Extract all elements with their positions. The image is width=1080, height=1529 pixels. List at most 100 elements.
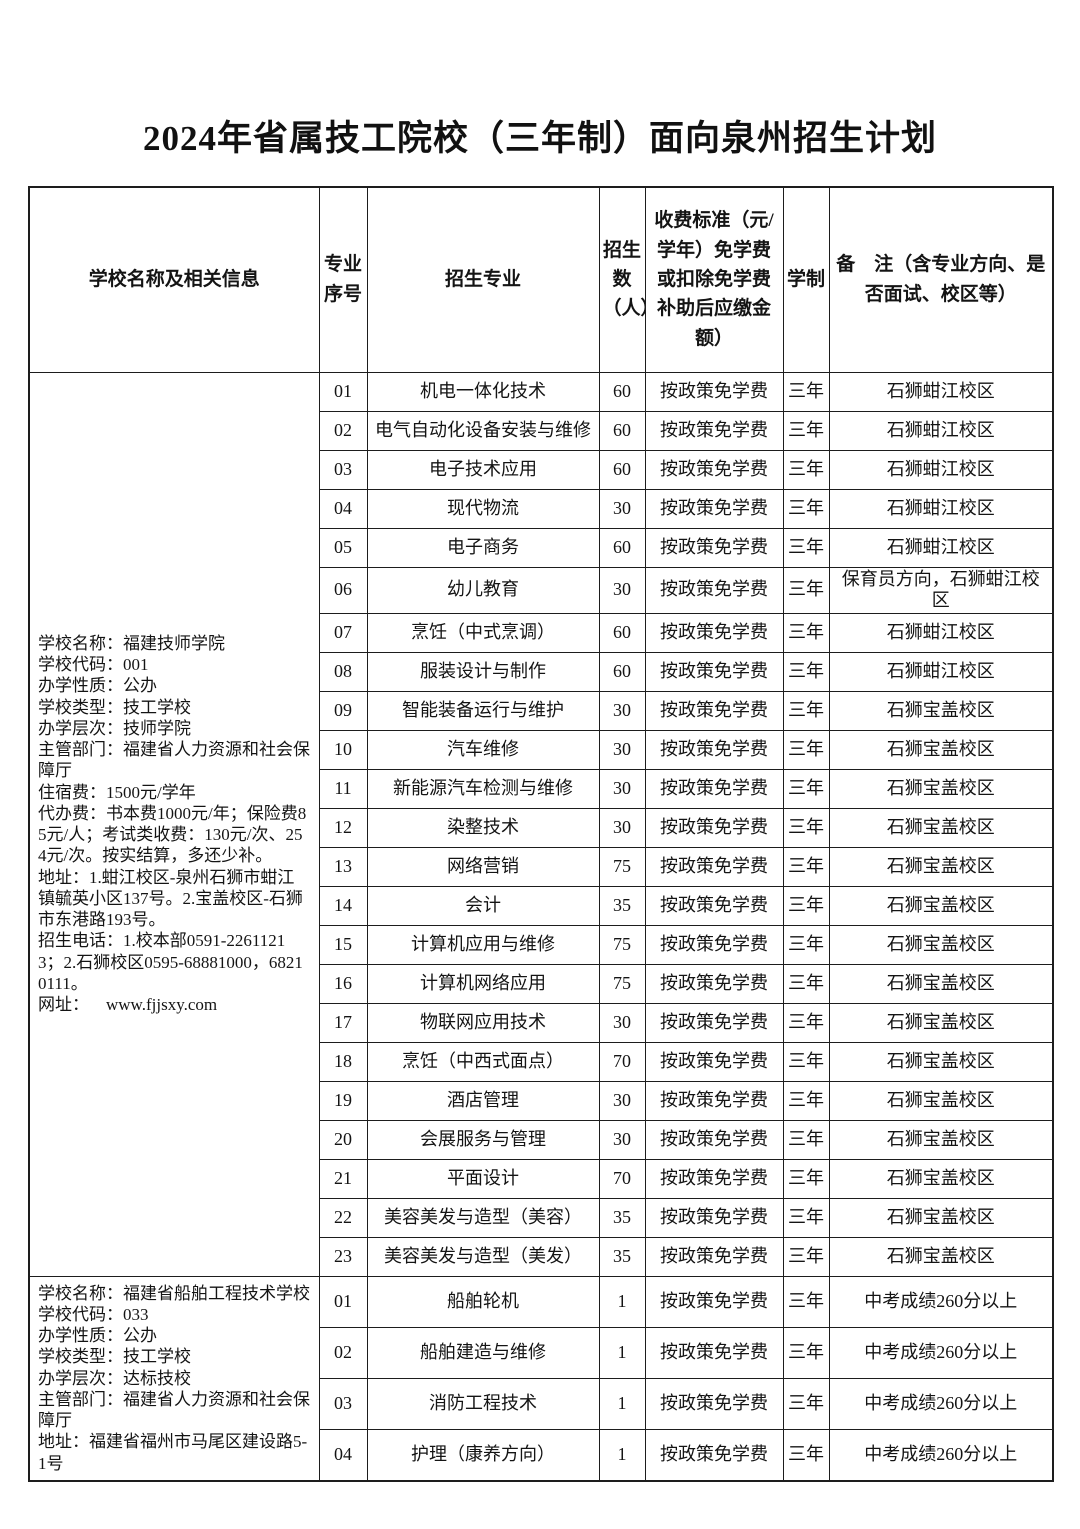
- cell-count: 30: [598, 807, 646, 848]
- cell-count: 75: [598, 963, 646, 1004]
- cell-major: 美容美发与造型（美容）: [366, 1197, 600, 1238]
- cell-remark: 石狮蚶江校区: [828, 371, 1054, 412]
- table-row: 学校名称：福建省船舶工程技术学校 学校代码：033 办学性质：公办 学校类型：技…: [28, 1275, 1054, 1482]
- cell-fee: 按政策免学费: [644, 371, 784, 412]
- cell-duration: 三年: [782, 768, 830, 809]
- table-row: 04 护理（康养方向） 1 按政策免学费 三年 中考成绩260分以上: [29, 1428, 1054, 1482]
- table-row: 学校名称：福建技师学院 学校代码：001 办学性质：公办 学校类型：技工学校 办…: [28, 371, 1054, 1277]
- cell-major: 电气自动化设备安装与维修: [366, 410, 600, 451]
- cell-fee: 按政策免学费: [644, 651, 784, 692]
- cell-major-no: 14: [318, 885, 368, 926]
- cell-major: 烹饪（中西式面点）: [366, 1041, 600, 1082]
- cell-count: 60: [598, 410, 646, 451]
- cell-major-no: 02: [318, 1326, 368, 1379]
- cell-count: 30: [598, 488, 646, 529]
- cell-duration: 三年: [782, 1326, 830, 1379]
- table-row: 22 美容美发与造型（美容） 35 按政策免学费 三年 石狮宝盖校区: [29, 1197, 1054, 1238]
- cell-duration: 三年: [782, 651, 830, 692]
- cell-major-no: 05: [318, 527, 368, 568]
- cell-fee: 按政策免学费: [644, 1275, 784, 1328]
- cell-major-no: 04: [318, 1428, 368, 1482]
- cell-major: 烹饪（中式烹调）: [366, 612, 600, 653]
- cell-remark: 石狮蚶江校区: [828, 410, 1054, 451]
- cell-remark: 石狮宝盖校区: [828, 1002, 1054, 1043]
- table-row: 03 电子技术应用 60 按政策免学费 三年 石狮蚶江校区: [29, 449, 1054, 490]
- cell-remark: 石狮宝盖校区: [828, 846, 1054, 887]
- cell-remark: 石狮宝盖校区: [828, 963, 1054, 1004]
- cell-duration: 三年: [782, 410, 830, 451]
- cell-remark: 中考成绩260分以上: [828, 1275, 1054, 1328]
- cell-fee: 按政策免学费: [644, 1002, 784, 1043]
- cell-major: 船舶建造与维修: [366, 1326, 600, 1379]
- cell-fee: 按政策免学费: [644, 885, 784, 926]
- cell-count: 1: [598, 1275, 646, 1328]
- cell-duration: 三年: [782, 527, 830, 568]
- cell-count: 60: [598, 612, 646, 653]
- cell-major-no: 13: [318, 846, 368, 887]
- cell-duration: 三年: [782, 1428, 830, 1482]
- cell-major: 计算机网络应用: [366, 963, 600, 1004]
- cell-duration: 三年: [782, 924, 830, 965]
- cell-duration: 三年: [782, 1275, 830, 1328]
- cell-major-no: 06: [318, 566, 368, 614]
- header-duration: 学制: [782, 186, 830, 373]
- cell-fee: 按政策免学费: [644, 1377, 784, 1430]
- cell-fee: 按政策免学费: [644, 1158, 784, 1199]
- cell-major: 网络营销: [366, 846, 600, 887]
- cell-remark: 石狮蚶江校区: [828, 651, 1054, 692]
- table-row: 19 酒店管理 30 按政策免学费 三年 石狮宝盖校区: [29, 1080, 1054, 1121]
- table-row: 03 消防工程技术 1 按政策免学费 三年 中考成绩260分以上: [29, 1377, 1054, 1430]
- cell-major-no: 03: [318, 449, 368, 490]
- table-row: 05 电子商务 60 按政策免学费 三年 石狮蚶江校区: [29, 527, 1054, 568]
- cell-count: 30: [598, 690, 646, 731]
- cell-fee: 按政策免学费: [644, 807, 784, 848]
- cell-remark: 石狮宝盖校区: [828, 1119, 1054, 1160]
- cell-major-no: 12: [318, 807, 368, 848]
- cell-remark: 石狮宝盖校区: [828, 807, 1054, 848]
- cell-major: 汽车维修: [366, 729, 600, 770]
- cell-major: 染整技术: [366, 807, 600, 848]
- cell-remark: 石狮宝盖校区: [828, 768, 1054, 809]
- cell-major-no: 16: [318, 963, 368, 1004]
- header-school-info: 学校名称及相关信息: [28, 186, 320, 373]
- cell-major: 现代物流: [366, 488, 600, 529]
- cell-count: 35: [598, 1197, 646, 1238]
- cell-remark: 石狮宝盖校区: [828, 1158, 1054, 1199]
- cell-major-no: 15: [318, 924, 368, 965]
- table-row: 16 计算机网络应用 75 按政策免学费 三年 石狮宝盖校区: [29, 963, 1054, 1004]
- cell-count: 30: [598, 1119, 646, 1160]
- cell-major-no: 17: [318, 1002, 368, 1043]
- cell-count: 60: [598, 371, 646, 412]
- cell-major-no: 08: [318, 651, 368, 692]
- cell-count: 1: [598, 1377, 646, 1430]
- cell-remark: 保育员方向，石狮蚶江校区: [828, 566, 1054, 614]
- cell-major-no: 03: [318, 1377, 368, 1430]
- table-row: 06 幼儿教育 30 按政策免学费 三年 保育员方向，石狮蚶江校区: [29, 566, 1054, 614]
- cell-fee: 按政策免学费: [644, 846, 784, 887]
- cell-count: 30: [598, 1002, 646, 1043]
- cell-duration: 三年: [782, 1158, 830, 1199]
- cell-remark: 石狮宝盖校区: [828, 690, 1054, 731]
- cell-remark: 石狮蚶江校区: [828, 449, 1054, 490]
- cell-duration: 三年: [782, 690, 830, 731]
- cell-count: 30: [598, 729, 646, 770]
- cell-duration: 三年: [782, 371, 830, 412]
- cell-major-no: 02: [318, 410, 368, 451]
- cell-major-no: 01: [318, 1275, 368, 1328]
- cell-duration: 三年: [782, 1041, 830, 1082]
- table-row: 04 现代物流 30 按政策免学费 三年 石狮蚶江校区: [29, 488, 1054, 529]
- cell-fee: 按政策免学费: [644, 1326, 784, 1379]
- cell-major-no: 04: [318, 488, 368, 529]
- cell-remark: 石狮宝盖校区: [828, 1236, 1054, 1277]
- cell-major: 美容美发与造型（美发）: [366, 1236, 600, 1277]
- cell-remark: 石狮宝盖校区: [828, 1041, 1054, 1082]
- school-info-cell: 学校名称：福建省船舶工程技术学校 学校代码：033 办学性质：公办 学校类型：技…: [28, 1275, 320, 1482]
- header-major-no: 专业序号: [318, 186, 368, 373]
- cell-major-no: 01: [318, 371, 368, 412]
- cell-fee: 按政策免学费: [644, 1080, 784, 1121]
- cell-major: 幼儿教育: [366, 566, 600, 614]
- table-row: 15 计算机应用与维修 75 按政策免学费 三年 石狮宝盖校区: [29, 924, 1054, 965]
- cell-major-no: 21: [318, 1158, 368, 1199]
- cell-major: 电子商务: [366, 527, 600, 568]
- cell-duration: 三年: [782, 1002, 830, 1043]
